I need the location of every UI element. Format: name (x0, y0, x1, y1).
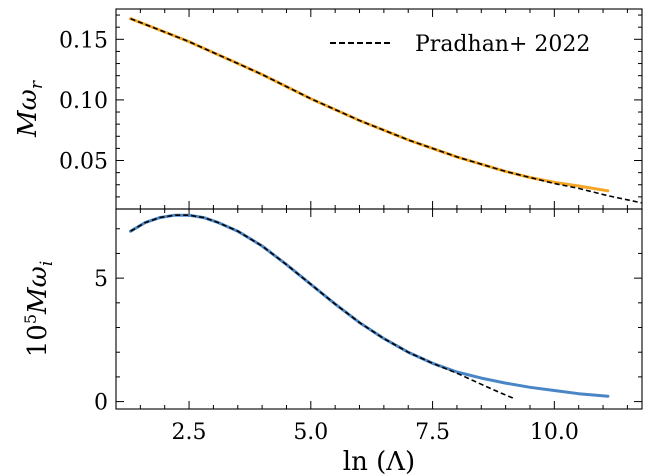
top-y-tick-label: 0.05 (59, 150, 108, 175)
legend: Pradhan+ 2022 (330, 32, 590, 57)
top-y-axis-label: Mωr (13, 80, 47, 138)
bottom-x-tick-label: 5.0 (293, 420, 328, 445)
bottom-y-axis-label: 105Mωi (21, 261, 57, 358)
legend-label-pradhan: Pradhan+ 2022 (415, 32, 590, 57)
top-series-pradhan-2022-dashed (130, 17, 643, 204)
bottom-x-tick-label: 2.5 (172, 420, 207, 445)
top-y-tick-label: 0.10 (59, 89, 108, 114)
top-y-tick-label: 0.15 (59, 28, 108, 53)
bottom-x-tick-label: 10.0 (530, 420, 579, 445)
bottom-series-solid (129, 213, 610, 398)
bottom-x-tick-label: 7.5 (415, 420, 450, 445)
x-axis-label: ln (Λ) (343, 447, 415, 476)
bottom-y-tick-label: 5 (94, 267, 108, 292)
bottom-y-tick-label: 0 (94, 391, 108, 416)
bottom-series-pradhan-2022-dashed (130, 214, 516, 400)
top-panel: 0.05 0.10 0.15 Mωr Pradhan+ 2022 (13, 8, 643, 210)
bottom-panel: 2.5 5.0 7.5 10.0 0 5 105Mωi ln (Λ) (21, 208, 643, 476)
bottom-panel-frame (115, 208, 643, 410)
